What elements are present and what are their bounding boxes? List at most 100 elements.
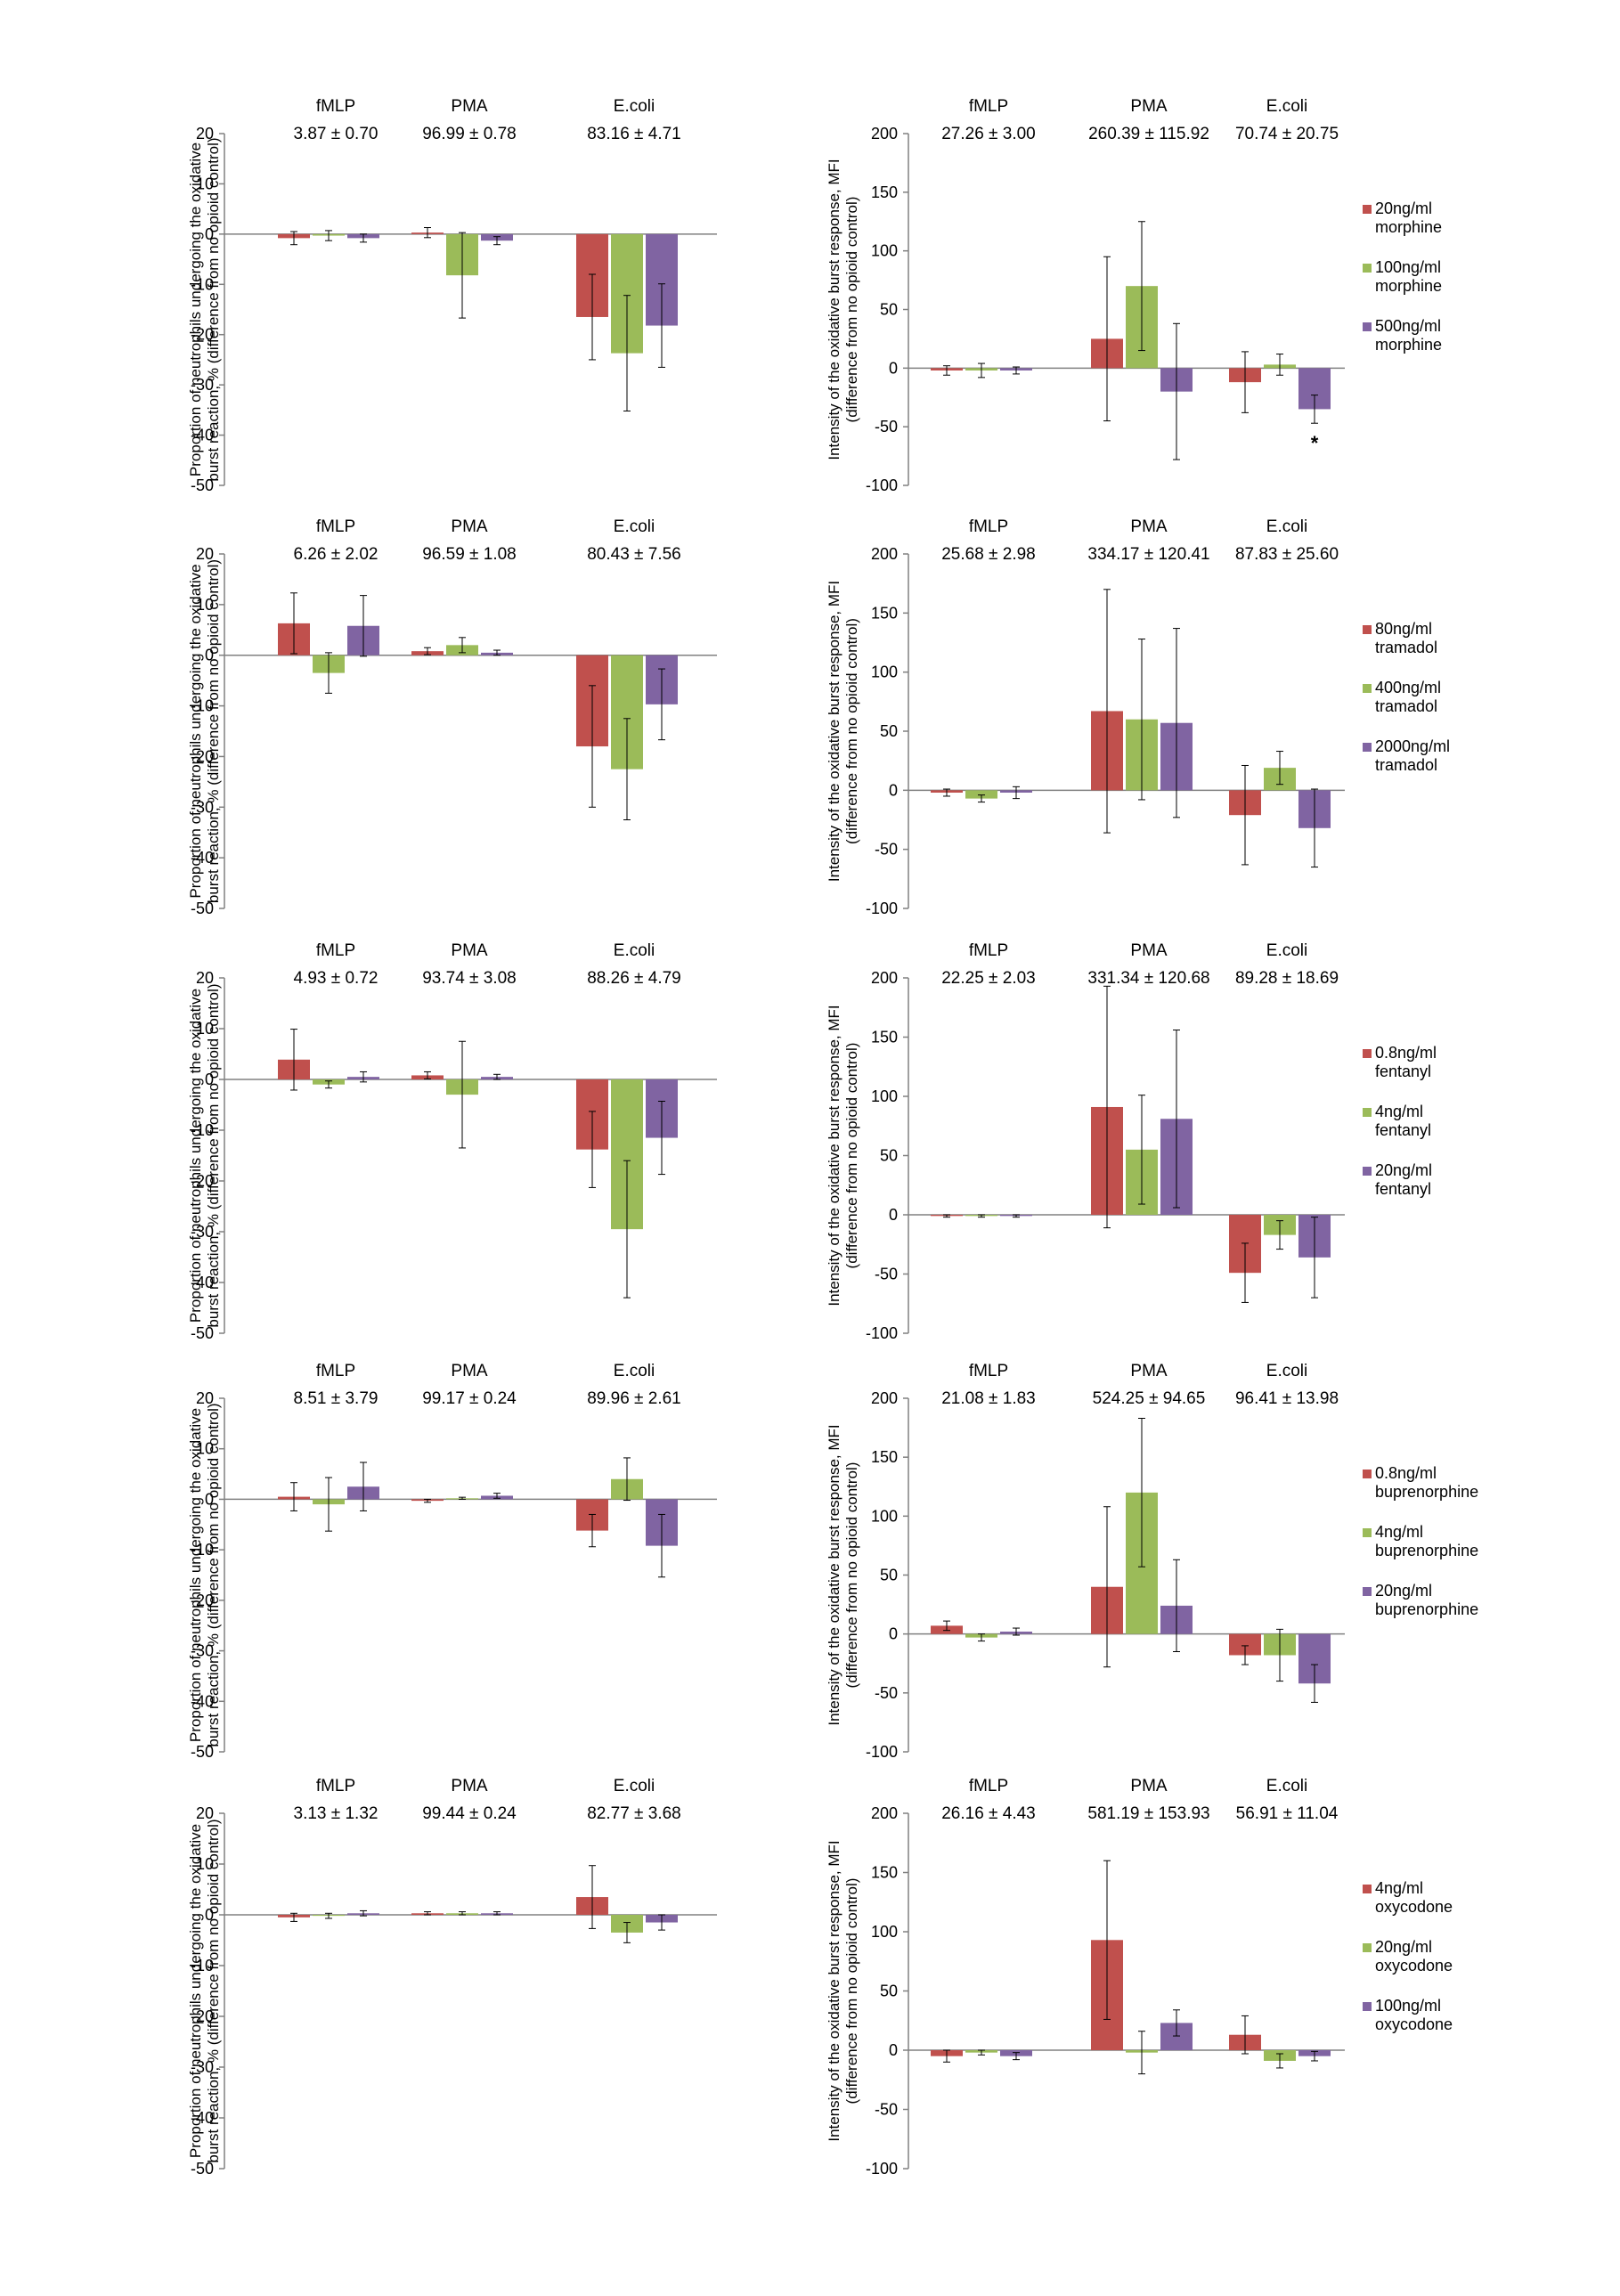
- y-axis-title: burst reaction, % (difference from no op…: [205, 559, 222, 903]
- legend-label: buprenorphine: [1375, 1483, 1478, 1501]
- y-tick-label: 0: [889, 359, 898, 377]
- y-axis-title: Proportion of neutrophils undergoing the…: [187, 989, 204, 1323]
- category-value-label: 96.99 ± 0.78: [422, 125, 517, 143]
- legend-label: tramadol: [1375, 756, 1437, 774]
- y-tick-label: -20: [191, 2007, 214, 2025]
- y-tick-label: -50: [875, 841, 898, 859]
- y-tick-label: -50: [875, 1684, 898, 1702]
- legend-swatch: [1363, 1943, 1372, 1952]
- category-value-label: 87.83 ± 25.60: [1235, 545, 1339, 564]
- category-value-label: 89.96 ± 2.61: [587, 1389, 681, 1408]
- y-tick-label: 10: [196, 175, 214, 192]
- category-label: E.coli: [1266, 941, 1307, 960]
- category-value-label: 93.74 ± 3.08: [422, 969, 517, 988]
- legend-label: 2000ng/ml: [1375, 737, 1450, 755]
- y-tick-label: -30: [191, 376, 214, 394]
- category-label: fMLP: [316, 1362, 355, 1380]
- category-label: E.coli: [614, 1362, 655, 1380]
- chart-oxycodone-intensity: 200 150 100 50 0 -50 -100 fMLP 26.16 ± 4.43 PMA 58…: [826, 1777, 1453, 2178]
- y-tick-label: 50: [880, 301, 898, 319]
- legend-label: 0.8ng/ml: [1375, 1044, 1437, 1062]
- legend-swatch: [1363, 743, 1372, 752]
- legend-label: tramadol: [1375, 697, 1437, 715]
- y-axis-title: (difference from no opioid control): [843, 197, 860, 423]
- legend-label: buprenorphine: [1375, 1600, 1478, 1618]
- legend-label: 20ng/ml: [1375, 199, 1432, 217]
- significance-marker: *: [1311, 432, 1319, 454]
- legend-label: fentanyl: [1375, 1180, 1431, 1198]
- y-tick-label: 100: [871, 1923, 898, 1941]
- chart-buprenorphine-proportion: 20 10 0 -10 -20 -30 -40 -50 fMLP 8.51 ± 3.79 PMA 99…: [187, 1362, 717, 1761]
- category-value-label: 21.08 ± 1.83: [941, 1389, 1036, 1408]
- y-tick-label: -20: [191, 326, 214, 344]
- category-value-label: 70.74 ± 20.75: [1235, 125, 1339, 143]
- y-tick-label: -100: [866, 1324, 898, 1342]
- y-tick-label: -40: [191, 427, 214, 444]
- y-tick-label: 0: [889, 1625, 898, 1643]
- category-value-label: 331.34 ± 120.68: [1087, 969, 1209, 988]
- category-value-label: 27.26 ± 3.00: [941, 125, 1036, 143]
- category-label: PMA: [451, 941, 488, 960]
- y-tick-label: 50: [880, 1983, 898, 2000]
- y-axis-title: Proportion of neutrophils undergoing the…: [187, 564, 204, 898]
- category-label: fMLP: [316, 1777, 355, 1795]
- legend-label: oxycodone: [1375, 1898, 1453, 1916]
- category-label: PMA: [451, 517, 488, 536]
- y-tick-label: 0: [205, 225, 214, 243]
- y-tick-label: 150: [871, 1029, 898, 1046]
- category-value-label: 99.17 ± 0.24: [422, 1389, 517, 1408]
- chart-fentanyl-intensity: 200 150 100 50 0 -50 -100 fMLP 22.25 ± 2.03 PMA 33…: [826, 941, 1437, 1342]
- legend-label: tramadol: [1375, 639, 1437, 656]
- legend-label: 400ng/ml: [1375, 679, 1441, 696]
- y-tick-label: 20: [196, 969, 214, 987]
- y-tick-label: -40: [191, 1692, 214, 1710]
- category-label: E.coli: [1266, 1777, 1307, 1795]
- y-tick-label: -100: [866, 476, 898, 494]
- y-tick-label: -10: [191, 697, 214, 715]
- legend-label: 4ng/ml: [1375, 1523, 1423, 1541]
- category-value-label: 3.87 ± 0.70: [294, 125, 379, 143]
- chart-fentanyl-proportion: 20 10 0 -10 -20 -30 -40 -50 fMLP 4.93 ± 0.72 PMA 93…: [187, 941, 717, 1342]
- y-tick-label: 20: [196, 1804, 214, 1822]
- y-tick-label: 200: [871, 545, 898, 563]
- y-tick-label: 200: [871, 125, 898, 142]
- y-tick-label: -50: [191, 476, 214, 494]
- category-value-label: 89.28 ± 18.69: [1235, 969, 1339, 988]
- y-axis-title: burst reaction, % (difference from no op…: [205, 137, 222, 481]
- y-axis-title: Proportion of neutrophils undergoing the…: [187, 1824, 204, 2158]
- category-label: PMA: [1130, 941, 1168, 960]
- legend-label: morphine: [1375, 277, 1442, 295]
- y-axis-title: Intensity of the oxidative burst respons…: [826, 159, 843, 460]
- legend-label: fentanyl: [1375, 1121, 1431, 1139]
- legend-swatch: [1363, 1528, 1372, 1537]
- category-label: E.coli: [614, 97, 655, 116]
- y-tick-label: 50: [880, 1567, 898, 1584]
- y-tick-label: 0: [205, 1490, 214, 1508]
- y-tick-label: 10: [196, 1855, 214, 1873]
- category-label: E.coli: [614, 1777, 655, 1795]
- category-value-label: 4.93 ± 0.72: [294, 969, 379, 988]
- category-value-label: 524.25 ± 94.65: [1093, 1389, 1206, 1408]
- y-tick-label: 100: [871, 664, 898, 681]
- legend-label: 20ng/ml: [1375, 1582, 1432, 1600]
- y-tick-label: 10: [196, 1020, 214, 1038]
- legend-label: oxycodone: [1375, 2015, 1453, 2033]
- legend-swatch: [1363, 1049, 1372, 1058]
- legend-swatch: [1363, 684, 1372, 693]
- category-label: fMLP: [969, 1362, 1008, 1380]
- chart-buprenorphine-intensity: 200 150 100 50 0 -50 -100 fMLP 21.08 ± 1.83 PMA 52…: [826, 1362, 1478, 1761]
- category-value-label: 334.17 ± 120.41: [1087, 545, 1209, 564]
- y-tick-label: -100: [866, 900, 898, 917]
- category-label: PMA: [1130, 517, 1168, 536]
- legend-swatch: [1363, 1470, 1372, 1478]
- category-label: E.coli: [1266, 1362, 1307, 1380]
- legend-label: oxycodone: [1375, 1957, 1453, 1974]
- y-tick-label: -20: [191, 747, 214, 765]
- bar: [1229, 1633, 1261, 1656]
- category-value-label: 88.26 ± 4.79: [587, 969, 681, 988]
- y-tick-label: 50: [880, 1147, 898, 1165]
- category-label: PMA: [451, 1777, 488, 1795]
- category-value-label: 99.44 ± 0.24: [422, 1804, 517, 1823]
- y-tick-label: -10: [191, 1121, 214, 1139]
- legend-swatch: [1363, 205, 1372, 214]
